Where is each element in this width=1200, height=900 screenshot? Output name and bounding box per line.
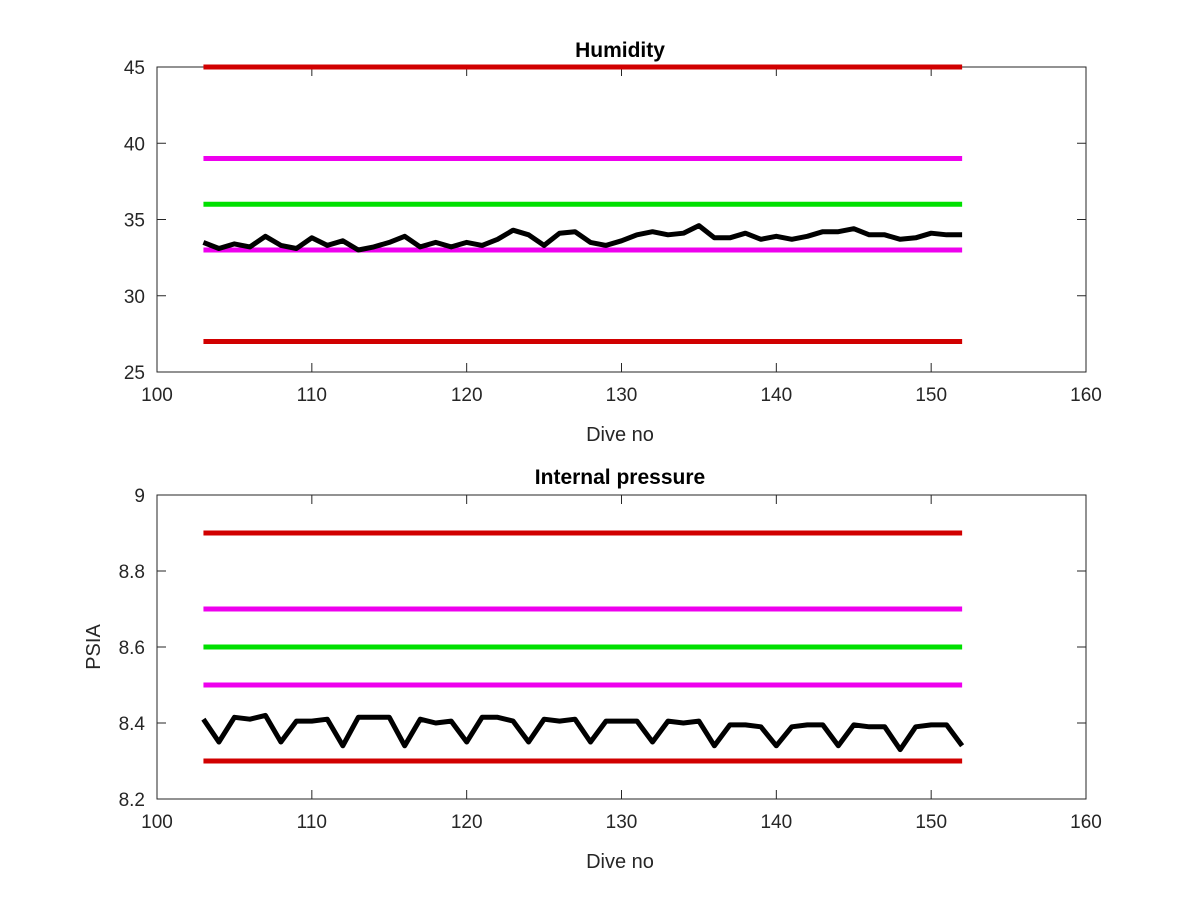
pressure-x-tick-label: 160 [1070, 812, 1102, 833]
pressure-y-tick-label: 8.8 [119, 562, 145, 583]
pressure-y-tick-label: 8.4 [119, 714, 146, 735]
pressure-plot: Internal pressure Dive no PSIA 100 110 120… [83, 466, 1102, 873]
humidity-title: Humidity [575, 39, 665, 62]
pressure-y-tick-label: 9 [134, 486, 145, 507]
humidity-x-tick-label: 140 [760, 385, 792, 406]
humidity-x-tick-label: 130 [606, 385, 638, 406]
humidity-axes-box [156, 66, 1087, 373]
pressure-title: Internal pressure [535, 466, 705, 489]
humidity-x-tick-label: 100 [141, 385, 173, 406]
pressure-x-tick-label: 120 [451, 812, 483, 833]
pressure-x-tick-label: 100 [141, 812, 173, 833]
pressure-y-axis-label: PSIA [83, 624, 105, 670]
pressure-x-tick-label: 110 [297, 812, 327, 833]
pressure-x-tick-label: 150 [915, 812, 947, 833]
pressure-series-line [201, 712, 965, 753]
humidity-y-tick-label: 45 [124, 58, 145, 79]
pressure-x-axis-label: Dive no [586, 851, 654, 873]
humidity-x-tick-label: 150 [915, 385, 947, 406]
humidity-x-tick-label: 110 [297, 385, 327, 406]
pressure-x-tick-label: 140 [760, 812, 792, 833]
pressure-y-tick-label: 8.6 [119, 638, 145, 659]
humidity-x-tick-label: 120 [451, 385, 483, 406]
humidity-y-tick-label: 25 [124, 363, 145, 384]
pressure-x-tick-label: 130 [606, 812, 638, 833]
humidity-series-line [202, 223, 963, 253]
pressure-y-tick-label: 8.2 [119, 790, 145, 811]
humidity-y-tick-label: 35 [124, 211, 145, 232]
humidity-plot: Humidity Dive no 100 110 120 130 140 150 160 25… [124, 39, 1102, 446]
humidity-x-tick-label: 160 [1070, 385, 1102, 406]
humidity-y-tick-label: 30 [124, 287, 145, 308]
humidity-x-axis-label: Dive no [586, 424, 654, 446]
humidity-y-tick-label: 40 [124, 134, 145, 155]
